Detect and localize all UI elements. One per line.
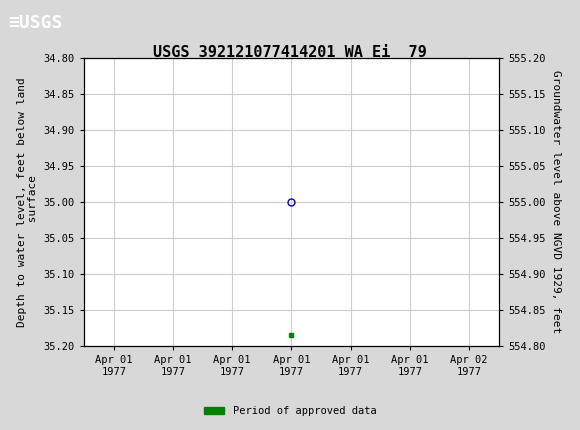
Text: ≡USGS: ≡USGS <box>9 14 63 31</box>
Text: USGS 392121077414201 WA Ei  79: USGS 392121077414201 WA Ei 79 <box>153 46 427 60</box>
Y-axis label: Depth to water level, feet below land
 surface: Depth to water level, feet below land su… <box>17 77 38 327</box>
Y-axis label: Groundwater level above NGVD 1929, feet: Groundwater level above NGVD 1929, feet <box>551 71 561 334</box>
Legend: Period of approved data: Period of approved data <box>200 402 380 421</box>
